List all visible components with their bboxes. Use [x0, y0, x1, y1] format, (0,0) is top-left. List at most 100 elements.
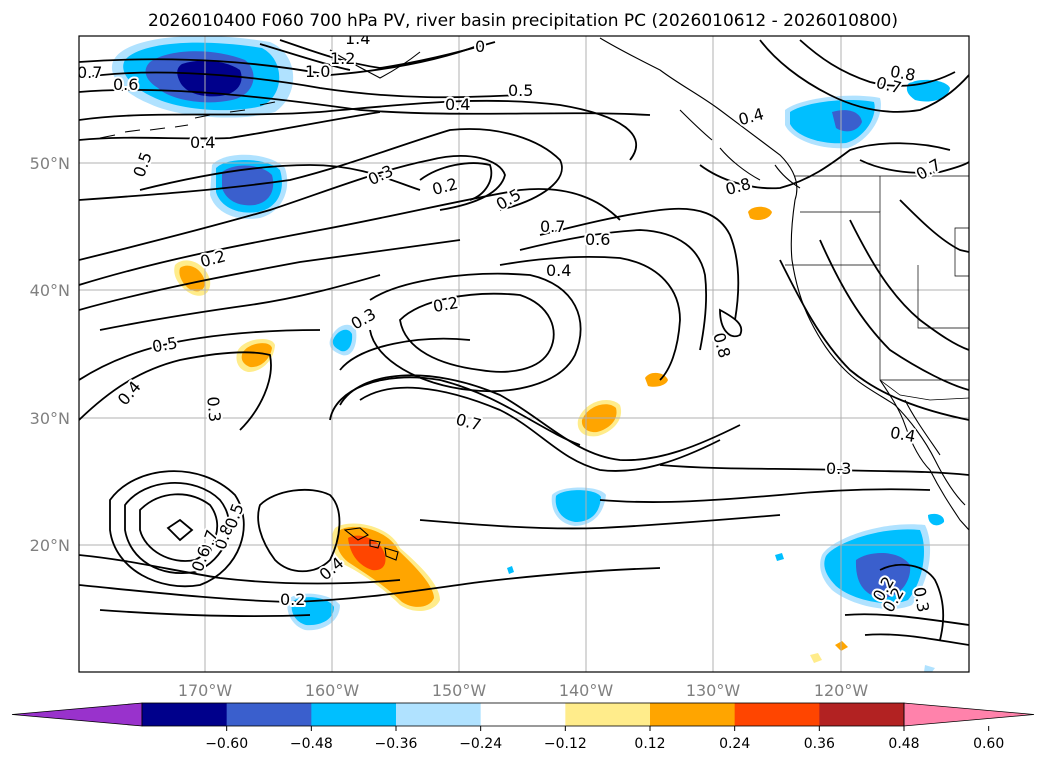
lon-labels: 170°W 160°W 150°W 140°W 130°W 120°W	[178, 681, 869, 700]
shade-yellow-dot	[810, 653, 822, 663]
state-border-4	[954, 227, 969, 277]
contour-line	[369, 272, 582, 393]
colorbar-segment	[142, 703, 228, 726]
hawaii-islands	[343, 527, 399, 561]
mexico-coast	[929, 469, 969, 531]
contour-line	[79, 71, 521, 99]
state-border-5	[917, 265, 969, 329]
shade-blue-16n-core	[291, 597, 334, 626]
map-title: 2026010400 F060 700 hPa PV, river basin …	[148, 11, 898, 31]
colorbar-segment	[565, 703, 651, 726]
contour-line	[79, 111, 381, 141]
contour-label: 0.7	[77, 63, 102, 82]
contour-label: 1.4	[345, 29, 370, 48]
baja-coast	[879, 379, 931, 471]
lat-label: 40°N	[30, 281, 70, 300]
lon-label: 170°W	[178, 681, 233, 700]
contour-line	[279, 39, 496, 69]
colorbar-tick-label: −0.48	[290, 736, 333, 752]
colorbar-tick-label: −0.60	[205, 736, 248, 752]
contour-line	[99, 274, 381, 331]
contour-line	[899, 199, 969, 253]
lat-label: 20°N	[30, 536, 70, 555]
coastlines	[99, 37, 969, 561]
contour-line	[359, 386, 721, 472]
contour-label: 0.4	[190, 133, 215, 152]
colorbar-tick-label: −0.24	[459, 736, 502, 752]
contour-line	[79, 99, 637, 161]
contour-line	[79, 88, 651, 116]
colorbar-tick-label: 0.12	[634, 736, 665, 752]
colorbar-segment	[311, 703, 397, 726]
shade-hawaii-core	[348, 535, 386, 571]
lon-label: 140°W	[559, 681, 614, 700]
contour-label: 0.3	[203, 396, 224, 423]
shade-blue-ne-core	[790, 100, 875, 144]
contour-label: 1.2	[330, 49, 355, 68]
contour-line	[659, 464, 969, 476]
contour-line	[79, 567, 661, 603]
contour-line	[819, 239, 969, 391]
contour-line	[329, 376, 581, 446]
lon-label: 160°W	[305, 681, 360, 700]
contour-line	[124, 481, 230, 574]
shade-blue-ne-inner	[832, 110, 862, 132]
mexico-border	[879, 379, 969, 401]
contour-label: 0.3	[826, 459, 851, 478]
contour-line	[339, 374, 741, 462]
map-frame	[78, 35, 970, 673]
contour-line	[699, 142, 951, 190]
colorbar-tick-label: −0.36	[375, 736, 418, 752]
contour-line	[139, 493, 219, 562]
colorbar-segment	[480, 703, 566, 726]
contour-label: 0.4	[546, 261, 571, 280]
colorbar-segment	[734, 703, 820, 726]
lat-label: 30°N	[30, 409, 70, 428]
aleutians	[99, 101, 276, 139]
colorbar-tick-label: 0.48	[888, 736, 919, 752]
contour-line	[419, 514, 781, 530]
contour-line	[849, 219, 969, 351]
contour-label: 0	[475, 37, 485, 56]
shade-orange-45n	[748, 206, 772, 220]
contour-line	[539, 207, 740, 321]
lon-label: 120°W	[814, 681, 869, 700]
lon-label: 150°W	[432, 681, 487, 700]
contour-line	[79, 554, 401, 585]
colorbar-tick-label: 0.60	[973, 736, 1004, 752]
contour-line	[79, 351, 272, 431]
contour-line	[844, 613, 969, 626]
lat-label: 50°N	[30, 154, 70, 173]
pv-contours	[79, 39, 969, 646]
contour-line	[79, 155, 506, 261]
gulf-calif	[904, 399, 941, 456]
contour-line	[79, 44, 481, 76]
contour-line	[759, 39, 969, 113]
shade-blue-36n-core	[332, 329, 353, 352]
contour-label: 0.5	[508, 81, 533, 100]
borders	[785, 175, 969, 401]
contour-line	[339, 337, 471, 371]
colorbar-tick-label: −0.12	[544, 736, 587, 752]
shade-blob-nw-core	[177, 60, 242, 97]
contour-line	[499, 255, 681, 381]
contour-label: 1.0	[305, 62, 330, 81]
contour-line	[139, 164, 421, 191]
contour-label: 0.5	[151, 333, 179, 356]
contour-label: 0.2	[280, 590, 305, 609]
colorbar: −0.60 −0.48 −0.36 −0.24 −0.12 0.12 0.24 0.36 0.4…	[11, 702, 1035, 752]
contour-line	[166, 518, 194, 542]
contour-line	[864, 633, 969, 646]
colorbar-extend-high	[903, 702, 1035, 727]
shade-blue-se-small	[928, 513, 945, 526]
contour-line	[599, 488, 931, 503]
shade-blue-edge	[924, 665, 935, 672]
contour-line	[419, 162, 493, 201]
contour-line	[109, 470, 245, 588]
shade-blue-dot2	[507, 566, 514, 574]
colorbar-extend-low	[11, 702, 143, 727]
colorbar-segment	[819, 703, 905, 726]
lon-label: 130°W	[686, 681, 741, 700]
bc-islands	[679, 109, 801, 189]
